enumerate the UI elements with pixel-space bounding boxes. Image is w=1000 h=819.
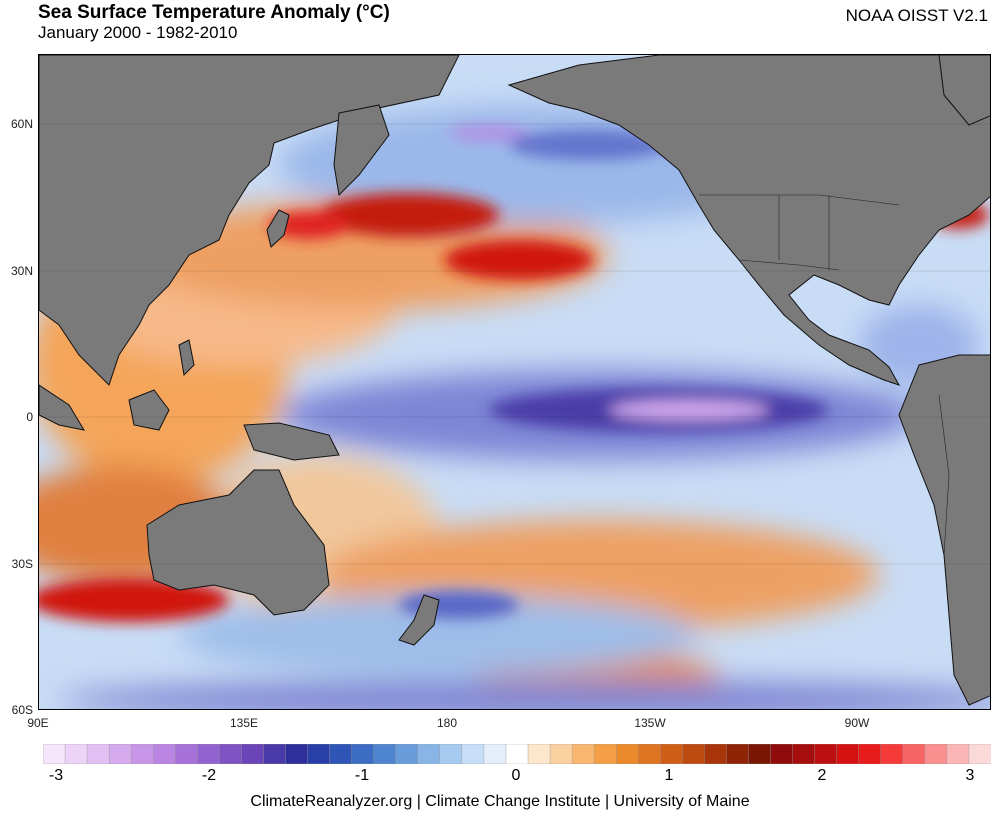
colorbar-swatch — [86, 744, 110, 764]
borneo-island — [128, 389, 170, 431]
colorbar-swatch — [726, 744, 750, 764]
south-america-landmass — [898, 354, 990, 706]
colorbar-swatch — [704, 744, 728, 764]
colorbar-swatch — [814, 744, 838, 764]
colorbar-swatch — [241, 744, 265, 764]
colorbar-tick-neg1: -1 — [354, 767, 370, 784]
lon-label-90e: 90E — [27, 716, 49, 730]
sumatra-island — [39, 384, 86, 431]
colorbar-swatch — [660, 744, 684, 764]
colorbar-swatch — [108, 744, 132, 764]
colorbar-swatch — [351, 744, 375, 764]
chart-subtitle: January 2000 - 1982-2010 — [38, 23, 238, 42]
australia-landmass — [146, 469, 330, 616]
lat-label-60n: 60N — [10, 117, 33, 131]
colorbar-tick-zero: 0 — [511, 767, 521, 784]
lon-label-135e: 135E — [229, 716, 259, 730]
colorbar-swatch — [549, 744, 573, 764]
chart-title: Sea Surface Temperature Anomaly (°C) — [38, 2, 390, 23]
footer-credits: ClimateReanalyzer.org | Climate Change I… — [250, 793, 750, 810]
greenland-corner — [938, 55, 990, 126]
colorbar-swatch — [373, 744, 397, 764]
colorbar-swatch — [439, 744, 463, 764]
colorbar-tick-3: 3 — [965, 767, 975, 784]
colorbar-swatch — [307, 744, 331, 764]
country-borders — [699, 194, 950, 556]
colorbar-swatch — [616, 744, 639, 764]
colorbar-swatch — [924, 744, 948, 764]
colorbar-swatch — [880, 744, 904, 764]
colorbar-swatch — [505, 744, 529, 764]
colorbar-swatch — [395, 744, 419, 764]
philippines-islands — [178, 339, 195, 377]
colorbar-swatch — [792, 744, 816, 764]
colorbar-swatch — [748, 744, 772, 764]
colorbar-swatch — [175, 744, 199, 764]
map-gridlines — [39, 123, 990, 565]
colorbar-swatch — [43, 744, 66, 764]
colorbar-swatch — [219, 744, 243, 764]
colorbar-swatch — [946, 744, 970, 764]
japan-islands — [266, 209, 290, 248]
lon-label-90w: 90W — [844, 716, 870, 730]
colorbar-swatch — [593, 744, 617, 764]
colorbar-swatch — [836, 744, 860, 764]
lon-label-135w: 135W — [634, 716, 666, 730]
lat-label-equator: 0 — [26, 410, 33, 424]
new-zealand-islands — [398, 594, 440, 646]
land-masses — [39, 55, 990, 706]
colorbar-swatch — [263, 744, 287, 764]
colorbar-tick-1: 1 — [664, 767, 674, 784]
colorbar-tick-neg2: -2 — [201, 767, 217, 784]
lat-label-30n: 30N — [10, 264, 33, 278]
colorbar-swatch — [130, 744, 154, 764]
colorbar-swatch — [197, 744, 221, 764]
colorbar-swatch — [682, 744, 706, 764]
lat-label-30s: 30S — [11, 557, 33, 571]
colorbar-swatch — [571, 744, 595, 764]
data-source-label: NOAA OISST V2.1 — [845, 6, 988, 25]
colorbar-swatch — [461, 744, 485, 764]
colorbar-swatch — [153, 744, 176, 764]
colorbar-swatch — [638, 744, 662, 764]
colorbar — [43, 744, 991, 764]
colorbar-tick-neg3: -3 — [48, 767, 64, 784]
lat-label-60s: 60S — [11, 703, 33, 717]
colorbar-swatch — [329, 744, 353, 764]
lon-label-180: 180 — [436, 716, 458, 730]
colorbar-swatch — [968, 744, 991, 764]
colorbar-swatch — [64, 744, 88, 764]
colorbar-swatch — [417, 744, 441, 764]
colorbar-swatch — [527, 744, 551, 764]
colorbar-swatch — [858, 744, 882, 764]
north-america-landmass — [507, 55, 990, 386]
colorbar-swatch — [770, 744, 794, 764]
sst-anomaly-map — [38, 54, 991, 710]
colorbar-swatch — [483, 744, 507, 764]
colorbar-swatch — [902, 744, 926, 764]
colorbar-tick-2: 2 — [817, 767, 827, 784]
colorbar-swatch — [285, 744, 309, 764]
kamchatka-peninsula — [333, 104, 390, 197]
new-guinea-island — [243, 422, 340, 461]
